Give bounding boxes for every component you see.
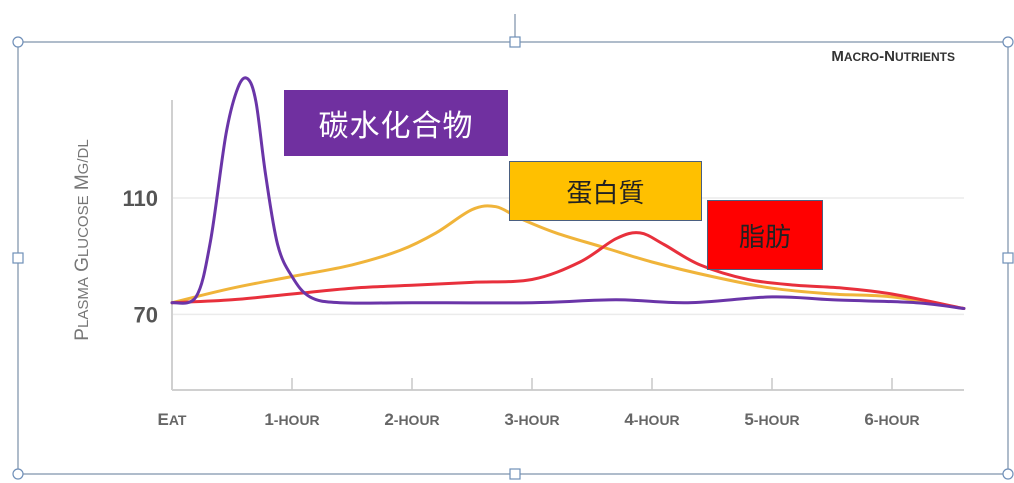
legend-label-protein: 蛋白質	[509, 161, 702, 221]
x-tick-label: 2-HOUR	[384, 410, 439, 429]
tick-labels: 70 110 EAT 1-HOUR 2-HOUR 3-HOUR 4-HOUR 5-HOUR 6-…	[72, 139, 920, 429]
series-line-carbohydrate	[170, 76, 966, 310]
axes	[171, 100, 964, 391]
x-tick-label: EAT	[158, 410, 187, 429]
x-tick-label: 4-HOUR	[624, 410, 679, 429]
resize-handle-top[interactable]	[509, 36, 521, 48]
x-tick-label: 5-HOUR	[744, 410, 799, 429]
x-tick-label: 1-HOUR	[264, 410, 319, 429]
legend-label-carbohydrate: 碳水化合物	[284, 90, 508, 156]
chart-title: MACRO-NUTRIENTS	[831, 48, 955, 65]
resize-handle-top-right[interactable]	[1002, 36, 1014, 48]
resize-handle-bottom-left[interactable]	[12, 468, 24, 480]
resize-handle-bottom-right[interactable]	[1002, 468, 1014, 480]
y-tick-label: 70	[134, 302, 158, 327]
y-axis-label: PLASMA GLUCOSE MG/DL	[72, 139, 93, 340]
x-tick-label: 3-HOUR	[504, 410, 559, 429]
series-line-fat	[170, 231, 966, 310]
resize-handle-right[interactable]	[1002, 252, 1014, 264]
resize-handle-bottom[interactable]	[509, 468, 521, 480]
resize-handle-top-left[interactable]	[12, 36, 24, 48]
x-tick-label: 6-HOUR	[864, 410, 919, 429]
legend-label-fat: 脂肪	[707, 200, 823, 270]
resize-handle-left[interactable]	[12, 252, 24, 264]
y-tick-label: 110	[123, 186, 159, 211]
